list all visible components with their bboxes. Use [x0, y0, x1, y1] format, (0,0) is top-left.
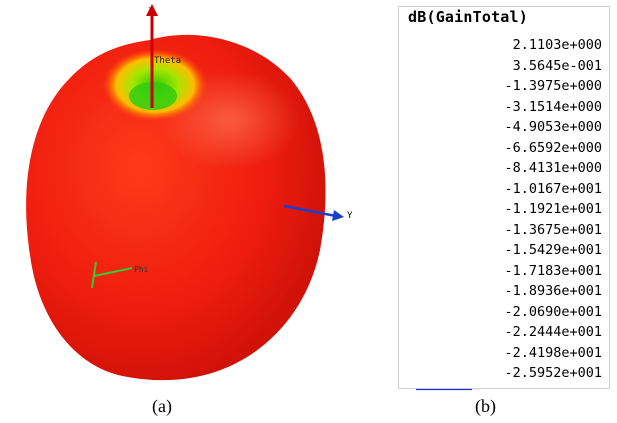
- legend-value-label: -1.3675e+001: [504, 221, 602, 238]
- caption-a: (a): [152, 396, 172, 416]
- legend-value-label: -2.0690e+001: [504, 303, 602, 320]
- legend-value-label: -4.9053e+000: [504, 119, 602, 135]
- legend-value-label: -1.1921e+001: [504, 201, 602, 217]
- z-axis-label: Z: [148, 7, 154, 17]
- legend-title: dB(GainTotal): [408, 8, 528, 26]
- theta-label: Theta: [154, 56, 181, 66]
- legend-value-label: 3.5645e-001: [512, 57, 602, 74]
- legend-value-label: -1.7183e+001: [504, 262, 602, 279]
- legend-value-label: -1.3975e+000: [504, 78, 602, 94]
- legend-value-label: -2.5952e+001: [504, 365, 602, 381]
- caption-b: (b): [475, 396, 496, 416]
- legend-value-label: -1.8936e+001: [504, 283, 602, 299]
- legend-value-label: -1.0167e+001: [504, 180, 602, 197]
- legend-value-label: -2.2444e+001: [504, 324, 602, 340]
- phi-marker-stem: [91, 261, 97, 289]
- legend-value-label: -2.4198e+001: [504, 344, 602, 361]
- legend-frame: [398, 6, 610, 389]
- legend-value-label: -8.4131e+000: [504, 160, 602, 176]
- legend-value-label: -6.6592e+000: [504, 139, 602, 156]
- legend-value-label: 2.1103e+000: [512, 37, 602, 53]
- y-axis-line: [283, 204, 337, 218]
- y-axis-label: Y: [347, 211, 353, 221]
- legend-value-label: -1.5429e+001: [504, 242, 602, 258]
- z-axis-arrowhead: [146, 4, 158, 16]
- phi-marker-line: [93, 267, 133, 277]
- y-axis-arrowhead: [332, 210, 344, 221]
- phi-label: Phi: [134, 265, 149, 274]
- legend-value-label: -3.1514e+000: [504, 98, 602, 115]
